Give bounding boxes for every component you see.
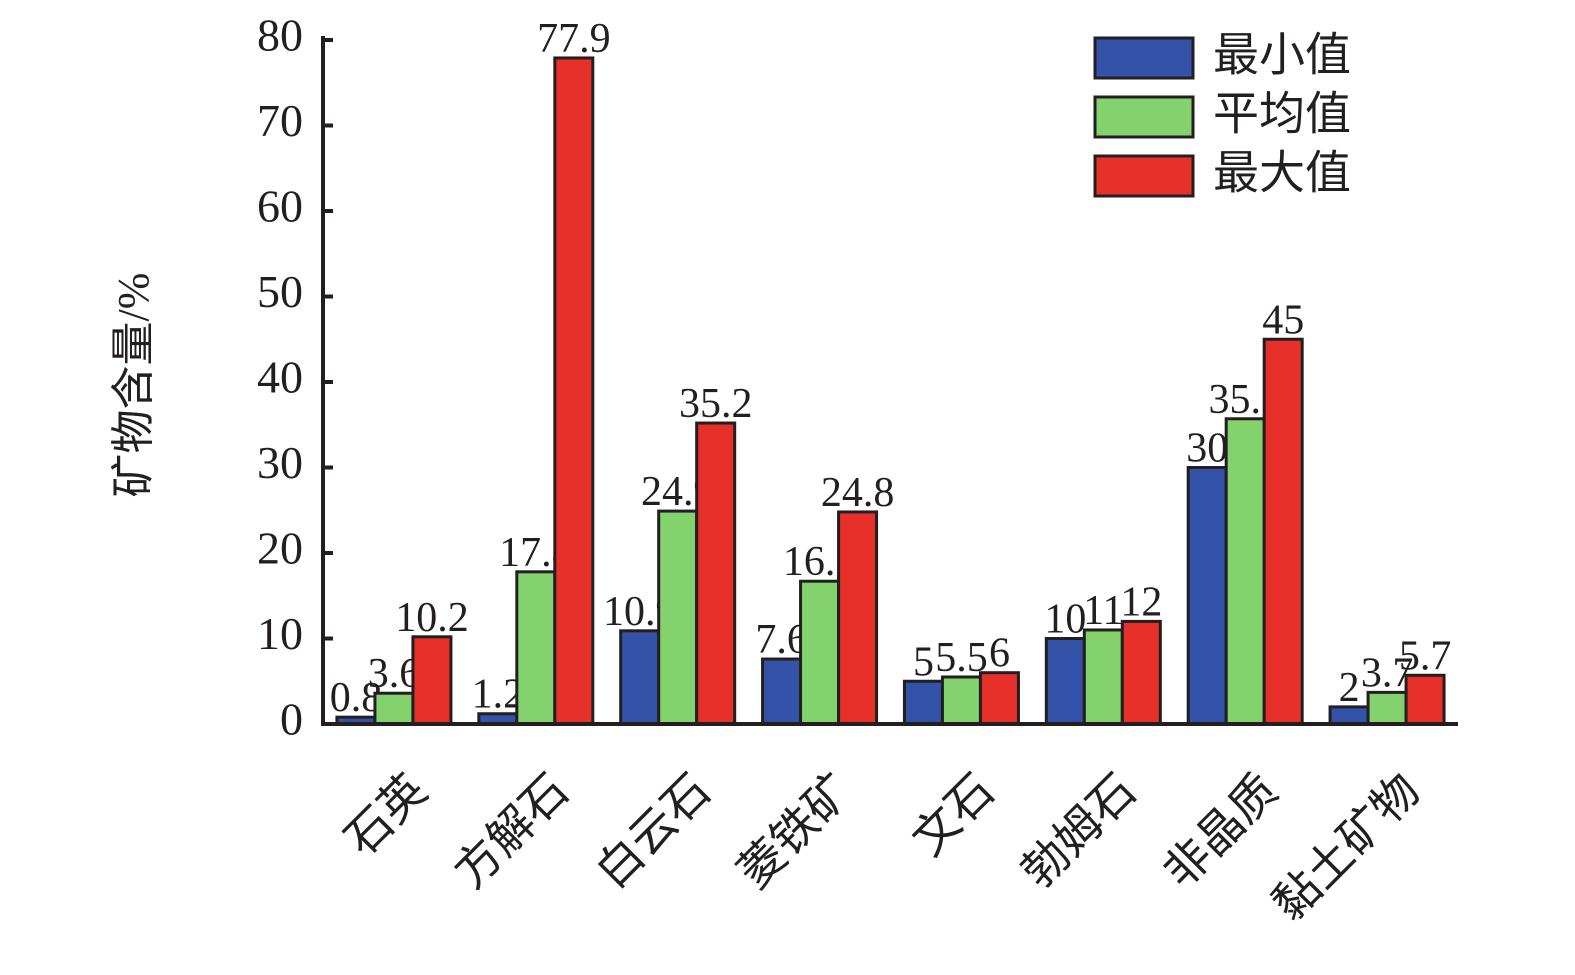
y-tick-label: 0	[280, 694, 303, 745]
bar	[837, 510, 879, 726]
y-tick-label: 60	[257, 181, 303, 232]
legend-label: 最小值	[1213, 30, 1351, 81]
bar	[799, 579, 841, 726]
bar	[902, 679, 944, 726]
y-tick-label: 40	[257, 352, 303, 403]
bar	[657, 509, 699, 726]
x-tick-label: 白云石	[586, 764, 720, 898]
value-label: 2	[1339, 665, 1360, 711]
value-label: 35.2	[679, 381, 753, 427]
bar	[1262, 337, 1304, 726]
bar	[553, 56, 595, 726]
x-tick-label: 菱铁矿	[728, 764, 862, 898]
y-tick-label: 50	[257, 266, 303, 317]
legend-swatch	[1093, 36, 1195, 80]
value-label: 30	[1186, 426, 1228, 472]
x-tick-label: 石英	[335, 764, 436, 865]
y-tick-label: 20	[257, 523, 303, 574]
bar	[515, 570, 557, 726]
x-tick-label: 黏土矿物	[1263, 764, 1429, 930]
bar	[1044, 637, 1086, 726]
legend-swatch	[1093, 95, 1195, 139]
bar	[978, 671, 1020, 726]
x-tick-label: 勃姆石	[1012, 764, 1146, 898]
legend-label: 平均值	[1213, 89, 1351, 140]
value-label: 5	[913, 639, 934, 685]
value-label: 77.9	[537, 16, 611, 62]
value-label: 5.7	[1399, 633, 1452, 679]
y-tick-label: 80	[257, 10, 303, 61]
bar	[695, 421, 737, 726]
bar	[761, 657, 803, 726]
bar	[1224, 417, 1266, 726]
y-tick-label: 10	[257, 608, 303, 659]
value-label: 45	[1262, 297, 1304, 343]
bar	[1186, 466, 1228, 726]
x-tick-label: 非晶质	[1154, 764, 1288, 898]
value-label: 10.2	[395, 595, 469, 641]
bar	[619, 629, 661, 726]
value-label: 24.8	[821, 470, 895, 516]
value-label: 12	[1120, 579, 1162, 625]
bar	[1082, 628, 1124, 726]
bar	[411, 635, 453, 726]
x-tick-label: 文石	[903, 764, 1004, 865]
bar	[940, 675, 982, 726]
bar	[1120, 619, 1162, 726]
y-tick-label: 30	[257, 437, 303, 488]
value-label: 10	[1044, 597, 1086, 643]
value-label: 6	[989, 631, 1010, 677]
x-tick-label: 方解石	[444, 764, 578, 898]
bar	[373, 691, 415, 726]
bar	[1404, 673, 1446, 726]
legend-label: 最大值	[1213, 148, 1351, 199]
y-tick-label: 70	[257, 95, 303, 146]
bar	[1366, 690, 1408, 726]
legend-swatch	[1093, 154, 1195, 198]
value-label: 11	[1083, 588, 1123, 634]
y-axis-label: 矿物含量/%	[109, 273, 158, 498]
